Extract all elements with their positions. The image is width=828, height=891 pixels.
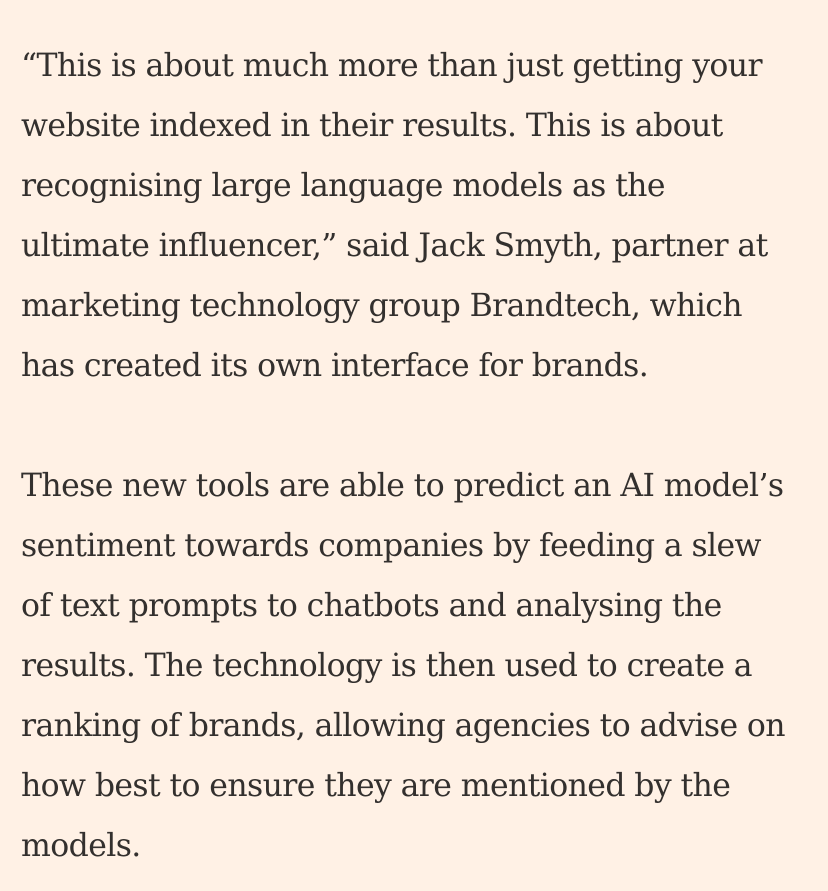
text-line: ultimate influencer,” said Jack Smyth, p… — [21, 228, 768, 264]
text-line: recognising large language models as the — [21, 168, 666, 204]
text-line: ranking of brands, allowing agencies to … — [21, 708, 786, 744]
article-body: “This is about much more than just getti… — [21, 36, 811, 876]
text-line: sentiment towards companies by feeding a… — [21, 528, 762, 564]
text-line: marketing technology group Brandtech, wh… — [21, 288, 743, 324]
text-line: how best to ensure they are mentioned by… — [21, 768, 731, 804]
text-line: website indexed in their results. This i… — [21, 108, 723, 144]
article-paragraph-quote: “This is about much more than just getti… — [21, 36, 811, 396]
text-line: These new tools are able to predict an A… — [21, 468, 784, 504]
article-paragraph-tools: These new tools are able to predict an A… — [21, 456, 811, 876]
text-line: “This is about much more than just getti… — [21, 48, 763, 84]
text-line: results. The technology is then used to … — [21, 648, 753, 684]
text-line: of text prompts to chatbots and analysin… — [21, 588, 722, 624]
text-line: models. — [21, 828, 141, 864]
text-line: has created its own interface for brands… — [21, 348, 649, 384]
